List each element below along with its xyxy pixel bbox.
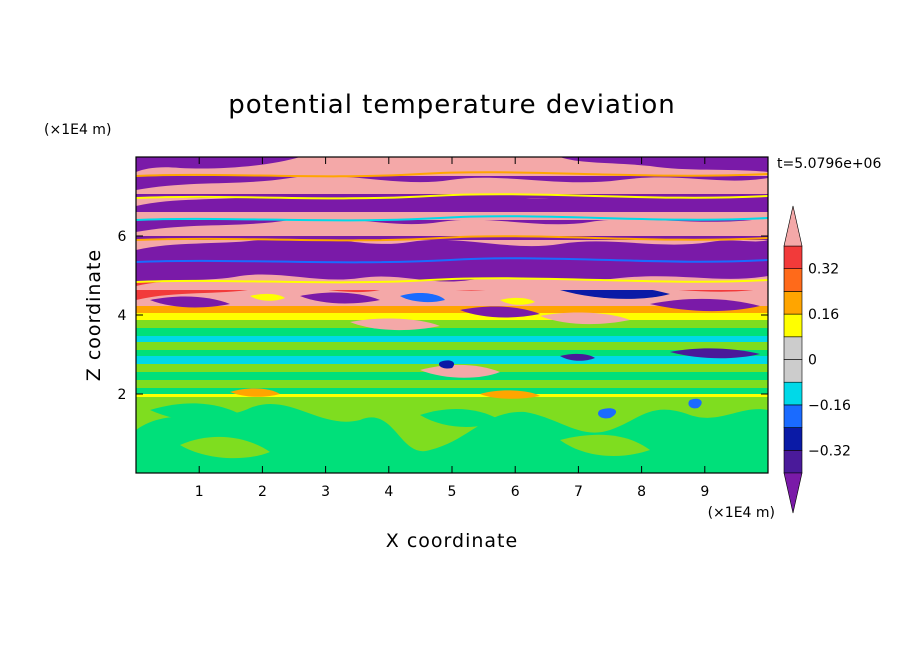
colorbar-segment [783, 313, 803, 338]
field-purple-patch [560, 353, 595, 361]
colorbar-segment [783, 359, 803, 383]
field-band [136, 320, 768, 328]
colorbar-over-triangle [783, 205, 803, 247]
contour-field [136, 157, 768, 473]
chart-title: potential temperature deviation [228, 90, 675, 120]
colorbar-segment [783, 291, 803, 315]
field-purple-patch [300, 292, 380, 304]
colorbar-label: −0.16 [808, 398, 851, 414]
field-band [136, 342, 768, 350]
y-tick-label: 4 [118, 308, 127, 324]
x-tick-label: 9 [700, 484, 709, 500]
colorbar-segment [783, 449, 803, 474]
colorbar-segment [783, 245, 803, 270]
x-tick-label: 4 [384, 484, 393, 500]
colorbar-segment [783, 336, 803, 360]
x-tick-label: 5 [448, 484, 457, 500]
y-tick-label: 6 [118, 229, 127, 245]
y-axis-label: Z coordinate [83, 249, 105, 381]
field-purple-patch [150, 296, 230, 308]
colorbar-segment [783, 268, 803, 292]
field-band [136, 380, 768, 388]
field-purple-patch [136, 157, 300, 172]
field-pink-patch [136, 217, 768, 236]
field-yellow-patch [500, 297, 535, 305]
field-blue-patch [400, 293, 445, 303]
field-band [136, 306, 768, 313]
x-axis-label: X coordinate [386, 530, 518, 552]
time-label: t=5.0796e+06 [777, 156, 881, 172]
x-tick-label: 6 [511, 484, 520, 500]
field-purple-patch [650, 298, 760, 312]
field-pink-patch [136, 175, 768, 194]
colorbar-label: 0 [808, 353, 817, 369]
x-axis: 1 2 3 4 5 6 7 8 9 [195, 157, 709, 500]
field-green-patch [560, 434, 650, 456]
field-pink-patch [136, 274, 768, 290]
y-axis-unit: (×1E4 m) [44, 122, 111, 138]
y-axis: 2 4 6 [118, 229, 768, 403]
field-purple-patch [560, 157, 768, 172]
field-interfaces [136, 171, 768, 284]
field-blue-patch [438, 360, 455, 369]
colorbar-label: 0.32 [808, 262, 839, 278]
x-tick-label: 1 [195, 484, 204, 500]
field-purple-patch [670, 348, 760, 359]
colorbar-under-triangle [783, 472, 803, 514]
field-band [136, 394, 768, 397]
field-blue-patch [598, 408, 617, 419]
field-pink-patch [136, 285, 768, 306]
x-tick-label: 8 [637, 484, 646, 500]
field-band [136, 350, 768, 356]
field-purple-patch [460, 306, 540, 318]
colorbar-label: 0.16 [808, 307, 839, 323]
field-orange-patch [480, 390, 540, 399]
x-axis-unit: (×1E4 m) [708, 505, 775, 521]
field-green-patch [180, 436, 270, 459]
x-tick-label: 7 [574, 484, 583, 500]
x-tick-label: 3 [321, 484, 330, 500]
colorbar-label: −0.32 [808, 443, 851, 459]
field-band [136, 388, 768, 394]
field-orange-patch [230, 388, 280, 397]
y-tick-label: 2 [118, 387, 127, 403]
field-teal-patch [150, 403, 240, 422]
field-band [136, 356, 768, 364]
field-pink-patch [350, 318, 440, 331]
field-yellow-patch [250, 293, 285, 301]
colorbar-segment [783, 404, 803, 428]
field-band [136, 313, 768, 320]
field-band [136, 328, 768, 336]
field-pink-patch [420, 364, 500, 378]
field-blue-patch [688, 398, 702, 409]
colorbar-segment [783, 427, 803, 451]
colorbar: 0.32 0.16 0 −0.16 −0.32 [783, 205, 851, 514]
x-tick-label: 2 [258, 484, 267, 500]
colorbar-segment [783, 381, 803, 406]
field-purple-patch [136, 236, 768, 262]
field-teal-patch [420, 408, 500, 427]
field-band [136, 336, 768, 342]
field-pink-patch [540, 312, 630, 325]
